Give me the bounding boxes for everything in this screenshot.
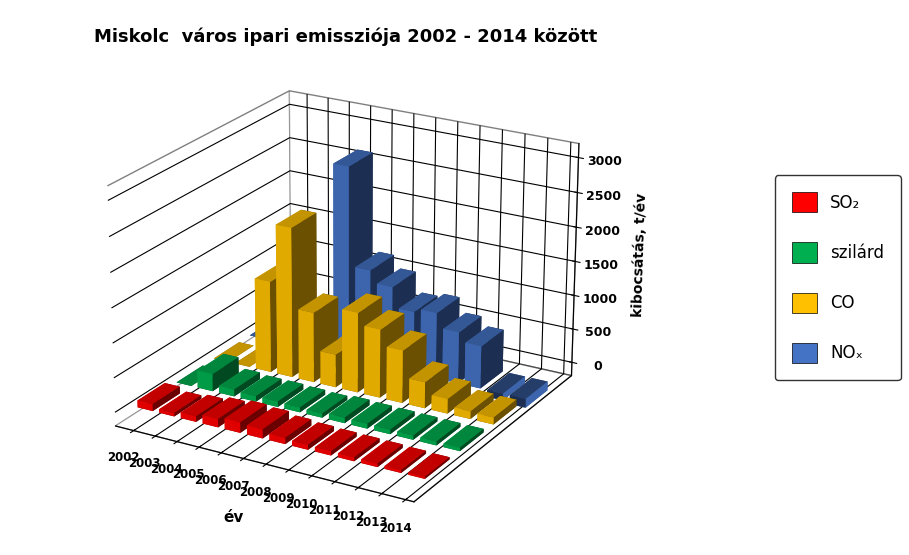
Text: Miskolc  város ipari emissziója 2002 - 2014 között: Miskolc város ipari emissziója 2002 - 20… — [94, 28, 597, 46]
X-axis label: év: év — [224, 510, 244, 525]
Legend: SO₂, szilárd, CO, NOₓ: SO₂, szilárd, CO, NOₓ — [775, 175, 901, 380]
